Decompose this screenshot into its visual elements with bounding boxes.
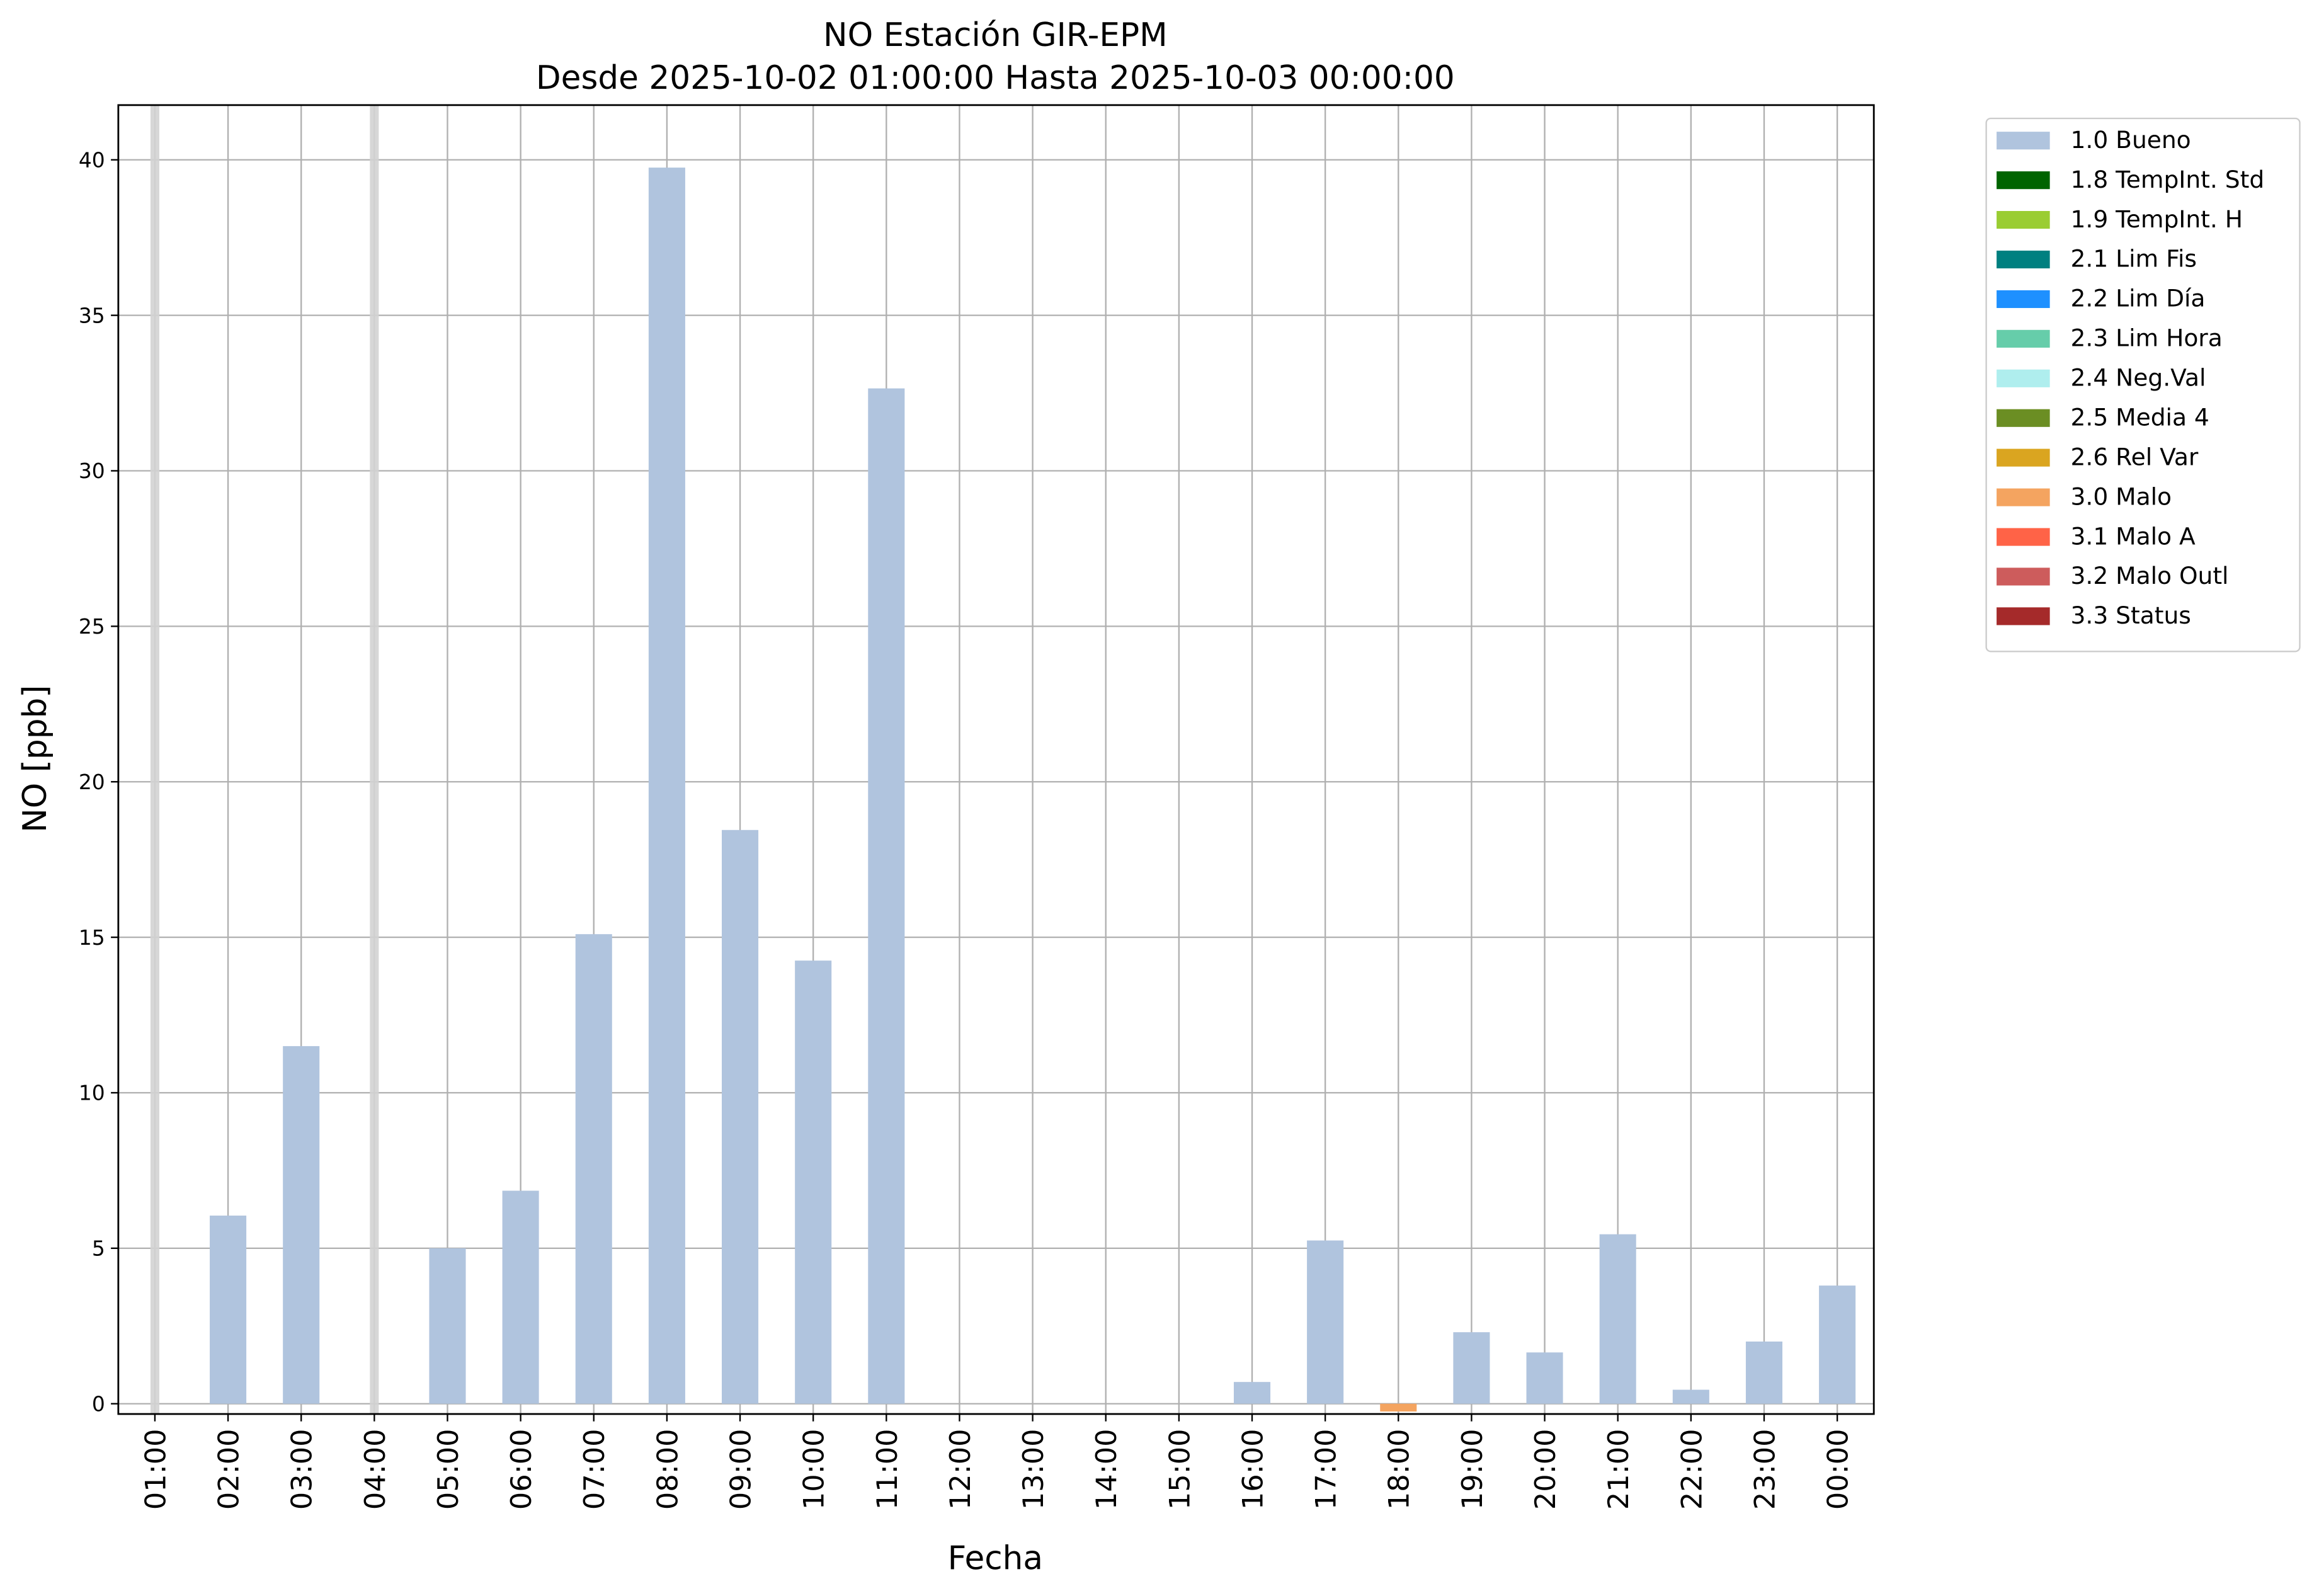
legend-swatch — [1997, 132, 2050, 150]
x-tick-label: 02:00 — [213, 1429, 246, 1510]
legend-label: 2.5 Media 4 — [2071, 403, 2209, 431]
x-tick-label: 11:00 — [871, 1429, 904, 1510]
x-tick-label: 16:00 — [1236, 1429, 1269, 1510]
x-tick-label: 07:00 — [578, 1429, 611, 1510]
bar — [1526, 1352, 1563, 1404]
y-tick-label: 0 — [92, 1391, 105, 1416]
y-tick-label: 15 — [79, 925, 105, 950]
bar — [1672, 1389, 1709, 1404]
y-tick-label: 10 — [79, 1081, 105, 1105]
legend-swatch — [1997, 567, 2050, 586]
y-tick-label: 20 — [79, 770, 105, 794]
missing-marker — [150, 105, 159, 1415]
legend: 1.0 Bueno 1.8 TempInt. Std 1.9 TempInt. H 2… — [1985, 117, 2301, 653]
y-tick-label: 35 — [79, 303, 105, 328]
bar — [1453, 1332, 1490, 1404]
x-tick-label: 13:00 — [1017, 1429, 1050, 1510]
legend-swatch — [1997, 171, 2050, 190]
legend-label: 2.1 Lim Fis — [2071, 245, 2197, 273]
legend-swatch — [1997, 290, 2050, 309]
plot-frame — [117, 104, 1875, 1415]
legend-label: 1.9 TempInt. H — [2071, 205, 2243, 233]
legend-label: 3.3 Status — [2071, 601, 2191, 629]
chart-title: NO Estación GIR-EPM — [823, 16, 1168, 54]
legend-swatch — [1997, 210, 2050, 229]
bar — [1599, 1234, 1636, 1404]
x-tick-label: 01:00 — [139, 1429, 172, 1510]
y-tick-label: 40 — [79, 148, 105, 173]
legend-label: 3.2 Malo Outl — [2071, 562, 2229, 590]
legend-frame — [1985, 117, 2301, 653]
legend-swatch — [1997, 528, 2050, 546]
x-tick-label: 20:00 — [1529, 1429, 1562, 1510]
x-tick-label: 14:00 — [1090, 1429, 1123, 1510]
legend-swatch — [1997, 409, 2050, 427]
legend-label: 3.0 Malo — [2071, 482, 2172, 510]
bar — [1745, 1341, 1783, 1404]
missing-marker — [370, 105, 379, 1415]
bar — [429, 1248, 466, 1404]
legend-label: 2.4 Neg.Val — [2071, 364, 2206, 392]
bar — [1819, 1285, 1856, 1404]
bar — [1233, 1382, 1271, 1404]
bar — [210, 1216, 247, 1404]
x-tick-label: 17:00 — [1310, 1429, 1343, 1510]
legend-swatch — [1997, 607, 2050, 625]
x-tick-label: 19:00 — [1456, 1429, 1489, 1510]
x-tick-label: 23:00 — [1748, 1429, 1781, 1510]
legend-label: 2.6 Rel Var — [2071, 443, 2199, 470]
x-tick-label: 00:00 — [1822, 1429, 1855, 1510]
legend-swatch — [1997, 369, 2050, 387]
bar — [722, 829, 759, 1404]
legend-label: 2.3 Lim Hora — [2071, 324, 2223, 352]
legend-label: 2.2 Lim Día — [2071, 285, 2206, 312]
x-tick-label: 08:00 — [651, 1429, 684, 1510]
bar — [502, 1190, 539, 1404]
bar — [1307, 1240, 1344, 1404]
x-tick-label: 21:00 — [1602, 1429, 1635, 1510]
y-axis-label: NO [ppb] — [16, 685, 54, 833]
legend-swatch — [1997, 448, 2050, 467]
x-tick-label: 09:00 — [724, 1429, 757, 1510]
bar — [575, 934, 612, 1404]
bar — [283, 1046, 320, 1404]
legend-swatch — [1997, 250, 2050, 269]
chart-subtitle: Desde 2025-10-02 01:00:00 Hasta 2025-10-… — [536, 59, 1455, 97]
x-tick-label: 04:00 — [359, 1429, 392, 1510]
x-tick-label: 03:00 — [286, 1429, 319, 1510]
legend-label: 1.8 TempInt. Std — [2071, 166, 2265, 193]
x-tick-label: 12:00 — [944, 1429, 977, 1510]
y-tick-label: 5 — [92, 1236, 105, 1261]
x-tick-label: 15:00 — [1163, 1429, 1196, 1510]
x-tick-label: 18:00 — [1383, 1429, 1416, 1510]
bar — [648, 168, 685, 1404]
legend-swatch — [1997, 488, 2050, 506]
legend-label: 3.1 Malo A — [2071, 522, 2196, 550]
legend-label: 1.0 Bueno — [2071, 126, 2191, 154]
x-tick-label: 22:00 — [1675, 1429, 1708, 1510]
bar — [1380, 1403, 1417, 1412]
bar — [795, 960, 832, 1404]
y-tick-label: 25 — [79, 614, 105, 639]
x-tick-label: 05:00 — [432, 1429, 465, 1510]
legend-swatch — [1997, 329, 2050, 348]
x-tick-label: 10:00 — [798, 1429, 831, 1510]
bar — [868, 388, 905, 1404]
x-tick-label: 06:00 — [505, 1429, 538, 1510]
y-tick-label: 30 — [79, 459, 105, 483]
x-axis-label: Fecha — [948, 1540, 1043, 1578]
